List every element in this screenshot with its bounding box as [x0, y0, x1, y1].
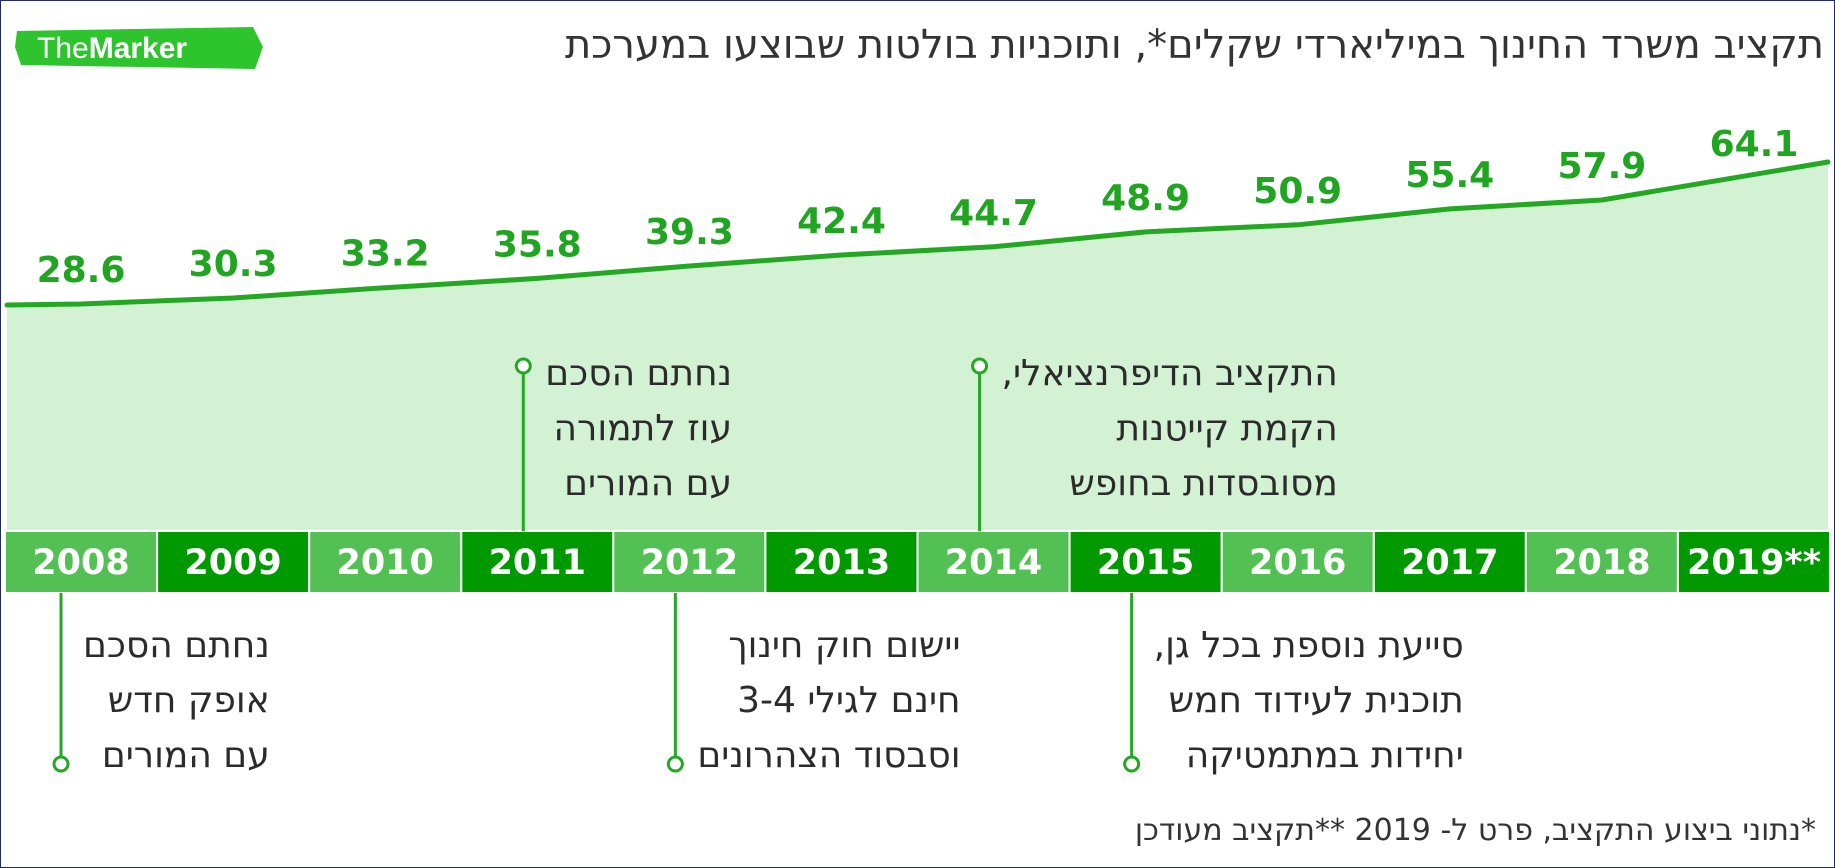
- value-label-2018: 57.9: [1557, 146, 1646, 187]
- year-cell-bg-2010: [308, 530, 463, 594]
- annotation-2015-line-1: סייעת נוספת בכל גן,: [1153, 625, 1464, 666]
- annotation-2012-line-2: חינם לגילי 3-4: [737, 680, 961, 721]
- year-label-2014: 2014: [945, 543, 1042, 583]
- year-cell-2019: 2019**: [1676, 530, 1832, 594]
- annotation-2014-line-3: מסובסדות בחופש: [1069, 463, 1338, 504]
- value-label-2016: 50.9: [1253, 171, 1342, 212]
- year-label-2011: 2011: [489, 543, 586, 583]
- annotation-2008-line-3: עם המורים: [101, 735, 270, 776]
- annotation-2011-line-2: עוז לתמורה: [553, 408, 733, 449]
- annotation-2015: סייעת נוספת בכל גן, תוכנית לעידוד חמש יחיד…: [1154, 618, 1464, 783]
- annotation-2014-line-2: הקמת קייטנות: [1116, 408, 1338, 449]
- annotation-dot-2011: [514, 357, 532, 375]
- year-label-2009: 2009: [184, 543, 281, 583]
- year-cell-2013: 2013: [764, 530, 919, 594]
- year-cell-bg-2016: [1220, 530, 1375, 594]
- year-label-2008: 2008: [32, 543, 129, 583]
- value-label-2019: 64.1: [1710, 124, 1799, 165]
- year-label-2016: 2016: [1249, 543, 1346, 583]
- logo-wordmark: TheMarker: [37, 32, 187, 65]
- year-cell-2015: 2015: [1068, 530, 1223, 594]
- value-label-2014: 44.7: [949, 193, 1038, 234]
- annotation-dot-2015: [1123, 755, 1141, 773]
- year-cell-bg-2018: [1524, 530, 1679, 594]
- chart-title: תקציב משרד החינוך במיליארדי שקלים*, ותוכ…: [564, 22, 1824, 68]
- annotation-dot-2012: [666, 755, 684, 773]
- year-label-2013: 2013: [793, 543, 890, 583]
- annotation-2015-line-3: יחידות במתמטיקה: [1185, 735, 1464, 776]
- annotation-dot-2008: [52, 755, 70, 773]
- year-cell-2018: 2018: [1524, 530, 1679, 594]
- logo-text-the: The: [37, 32, 89, 65]
- logo-brush-shape: [15, 27, 263, 69]
- annotation-2014: התקציב הדיפרנציאלי, הקמת קייטנות מסובסדות …: [1002, 346, 1338, 511]
- annotation-2014-line-1: התקציב הדיפרנציאלי,: [1001, 353, 1338, 394]
- year-cell-2016: 2016: [1220, 530, 1375, 594]
- year-cell-2009: 2009: [156, 530, 311, 594]
- year-cell-bg-2012: [612, 530, 767, 594]
- year-label-2015: 2015: [1097, 543, 1194, 583]
- annotation-2012: יישום חוק חינוך חינם לגילי 3-4 וסבסוד הצהר…: [697, 618, 960, 783]
- year-cell-bg-2008: [4, 530, 159, 594]
- year-label-2019: 2019**: [1687, 543, 1821, 583]
- annotation-2011-line-3: עם המורים: [564, 463, 733, 504]
- value-label-2015: 48.9: [1101, 178, 1190, 219]
- year-label-2012: 2012: [641, 543, 738, 583]
- annotation-dot-2014: [971, 357, 989, 375]
- year-label-2017: 2017: [1401, 543, 1498, 583]
- annotation-2015-line-2: תוכנית לעידוד חמש: [1168, 680, 1464, 721]
- value-label-2012: 39.3: [645, 212, 734, 253]
- year-cell-bg-2014: [916, 530, 1071, 594]
- year-cell-bg-2015: [1068, 530, 1223, 594]
- logo-text-marker: Marker: [89, 32, 188, 65]
- annotation-2012-line-1: יישום חוק חינוך: [728, 625, 961, 666]
- annotation-2011: נחתם הסכם עוז לתמורה עם המורים: [545, 346, 732, 511]
- budget-line: [4, 159, 1831, 308]
- themarker-logo: TheMarker: [15, 25, 265, 71]
- year-cell-bg-2013: [764, 530, 919, 594]
- year-cell-2012: 2012: [612, 530, 767, 594]
- year-cell-2008: 2008: [4, 530, 159, 594]
- annotation-2011-line-1: נחתם הסכם: [545, 353, 733, 394]
- value-label-2010: 33.2: [341, 234, 430, 275]
- annotation-2008: נחתם הסכם אופק חדש עם המורים: [83, 618, 270, 783]
- value-label-2008: 28.6: [37, 250, 126, 291]
- value-label-2011: 35.8: [493, 224, 582, 265]
- value-label-2009: 30.3: [189, 244, 278, 285]
- year-label-2010: 2010: [336, 543, 433, 583]
- year-cell-2010: 2010: [308, 530, 463, 594]
- annotation-2012-line-3: וסבסוד הצהרונים: [697, 735, 961, 776]
- annotation-2008-line-2: אופק חדש: [107, 680, 270, 721]
- logo-badge: TheMarker: [15, 27, 263, 69]
- annotation-2008-line-1: נחתם הסכם: [83, 625, 270, 666]
- value-labels: 28.6 30.3 33.2 35.8 39.3 42.4 44.7 48.9 50.9 55.4…: [37, 124, 1799, 291]
- value-label-2013: 42.4: [797, 201, 886, 242]
- year-cell-2011: 2011: [460, 530, 615, 594]
- year-cell-2017: 2017: [1372, 530, 1527, 594]
- annotation-markers: [52, 357, 1141, 773]
- year-cell-2014: 2014: [916, 530, 1071, 594]
- budget-area-fill: [7, 162, 1828, 531]
- year-cell-bg-2019: [1676, 530, 1832, 594]
- year-cell-bg-2009: [156, 530, 311, 594]
- year-label-2018: 2018: [1553, 543, 1650, 583]
- value-label-2017: 55.4: [1405, 155, 1494, 196]
- footnote: *נתוני ביצוע התקציב, פרט ל- 2019 **תקציב…: [1134, 813, 1816, 848]
- year-cell-bg-2017: [1372, 530, 1527, 594]
- year-timeline-bar: 2008 2009 2010 2011 2012 2013 2014 2015 2016 2017…: [4, 530, 1832, 594]
